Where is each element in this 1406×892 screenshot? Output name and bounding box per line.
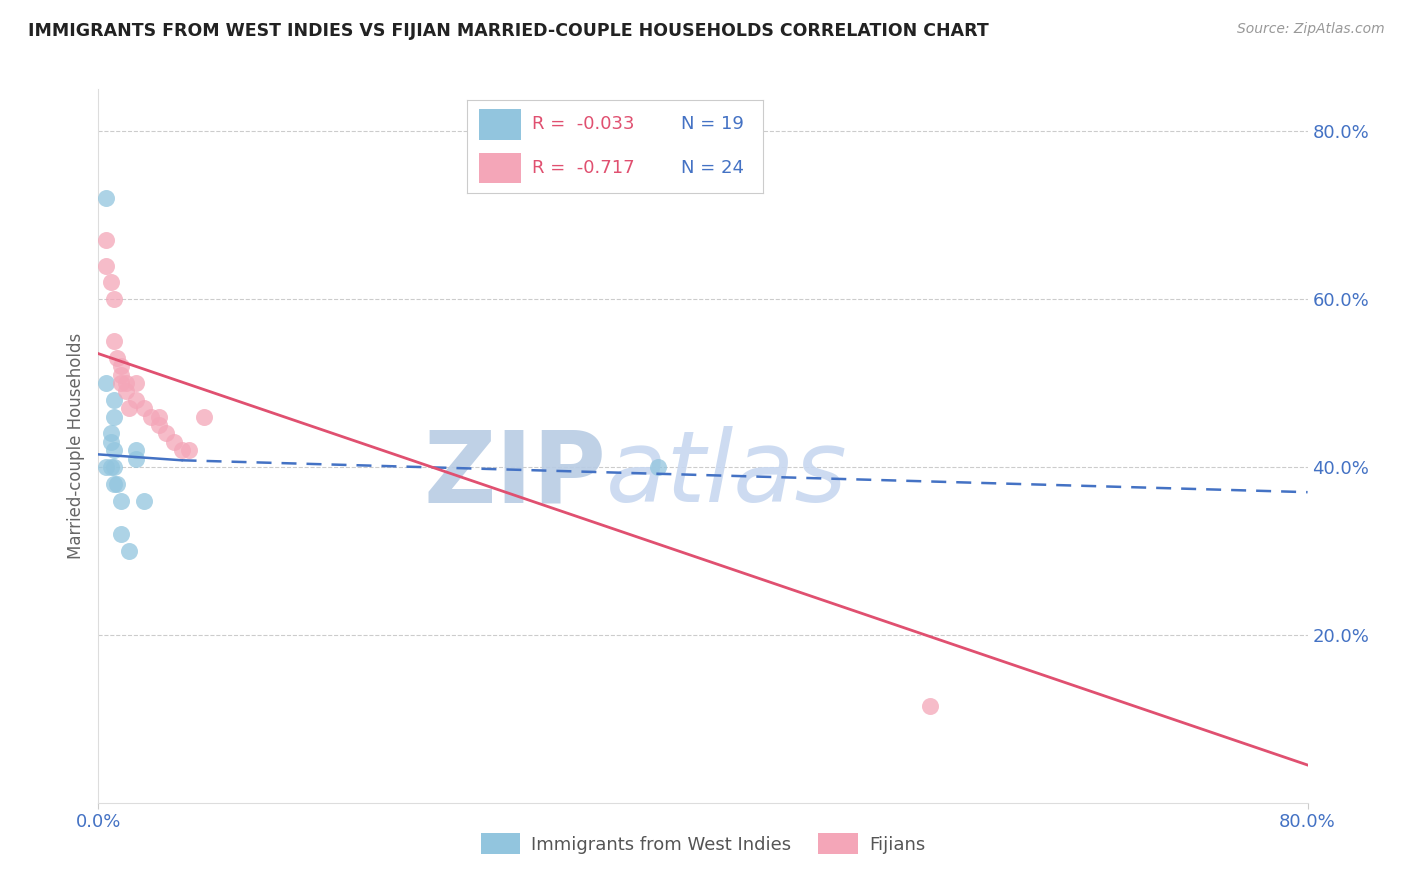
Point	[94, 233, 117, 247]
Point	[94, 460, 117, 475]
Text: Source: ZipAtlas.com: Source: ZipAtlas.com	[1237, 22, 1385, 37]
Point	[141, 409, 163, 424]
Point	[110, 368, 132, 382]
Point	[148, 417, 170, 432]
Point	[110, 359, 132, 374]
Point	[100, 426, 122, 441]
Point	[100, 434, 122, 449]
Point	[155, 426, 177, 441]
Point	[94, 259, 117, 273]
Point	[105, 351, 128, 365]
Point	[125, 443, 148, 458]
Point	[94, 376, 117, 390]
Text: atlas: atlas	[606, 426, 848, 523]
Point	[918, 699, 941, 714]
Point	[103, 476, 125, 491]
Text: ZIP: ZIP	[423, 426, 606, 523]
Point	[100, 460, 122, 475]
Point	[125, 376, 148, 390]
Point	[100, 275, 122, 289]
Point	[94, 191, 117, 205]
Point	[103, 392, 125, 407]
Point	[148, 409, 170, 424]
Point	[163, 434, 186, 449]
Point	[103, 409, 125, 424]
Text: IMMIGRANTS FROM WEST INDIES VS FIJIAN MARRIED-COUPLE HOUSEHOLDS CORRELATION CHAR: IMMIGRANTS FROM WEST INDIES VS FIJIAN MA…	[28, 22, 988, 40]
Point	[103, 443, 125, 458]
Point	[647, 460, 669, 475]
Point	[105, 476, 128, 491]
Point	[110, 493, 132, 508]
Point	[114, 376, 136, 390]
Point	[110, 527, 132, 541]
Point	[103, 292, 125, 306]
Point	[125, 451, 148, 466]
Point	[114, 384, 136, 399]
Point	[132, 493, 155, 508]
Point	[125, 392, 148, 407]
Point	[103, 460, 125, 475]
Point	[118, 544, 141, 558]
Y-axis label: Married-couple Households: Married-couple Households	[66, 333, 84, 559]
Point	[118, 401, 141, 416]
Point	[103, 334, 125, 348]
Point	[170, 443, 193, 458]
Point	[177, 443, 201, 458]
Point	[193, 409, 215, 424]
Point	[132, 401, 155, 416]
Legend: Immigrants from West Indies, Fijians: Immigrants from West Indies, Fijians	[474, 826, 932, 862]
Point	[110, 376, 132, 390]
